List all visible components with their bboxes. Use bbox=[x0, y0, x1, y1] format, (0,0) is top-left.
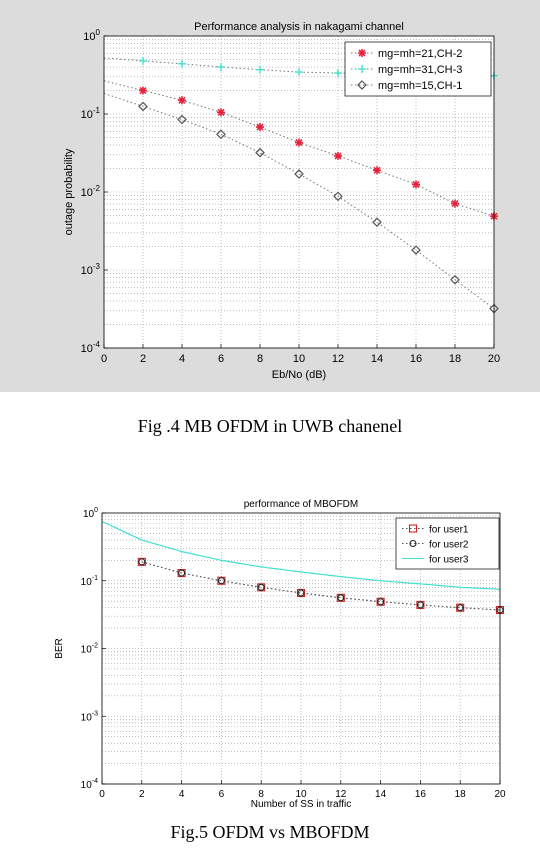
data-point-s2-6 bbox=[337, 594, 345, 602]
x-tick-label-8: 16 bbox=[415, 789, 427, 800]
x-tick-label-6: 12 bbox=[335, 789, 347, 800]
data-point-s3-4 bbox=[255, 147, 265, 158]
x-axis-label: Number of SS in traffic bbox=[251, 799, 351, 810]
data-point-s3-9 bbox=[450, 274, 460, 285]
data-point-s2-4 bbox=[257, 583, 265, 591]
data-point-s2-7 bbox=[377, 598, 385, 606]
y-tick-label-0: 100 bbox=[83, 28, 100, 43]
x-tick-label-7: 14 bbox=[375, 789, 387, 800]
legend-box bbox=[395, 517, 500, 570]
legend-label-3: mg=mh=15,CH-1 bbox=[378, 80, 462, 92]
legend-label-1: for user1 bbox=[429, 525, 469, 536]
legend: for user1 for user2 for user3 bbox=[395, 517, 500, 570]
data-point-s2-5 bbox=[297, 589, 305, 597]
data-point-s2-1 bbox=[139, 56, 147, 65]
data-point-s2-6 bbox=[334, 69, 342, 78]
x-tick-label-7: 14 bbox=[371, 353, 383, 365]
series-line-2 bbox=[103, 57, 495, 77]
x-tick-label-10: 20 bbox=[488, 353, 500, 365]
legend-marker-1 bbox=[358, 49, 366, 57]
series-markers-3 bbox=[138, 101, 499, 314]
x-tick-label-6: 12 bbox=[332, 353, 344, 365]
data-point-s1-5 bbox=[295, 138, 303, 147]
chart-nakagami: 0 2 4 6 8 10 12 14 16 18 20 100 10-1 10-2 10-3 10-4 Perf… bbox=[0, 0, 540, 392]
data-point-s1-9 bbox=[451, 199, 459, 208]
legend-marker-1 bbox=[408, 524, 418, 533]
x-tick-label-1: 2 bbox=[140, 353, 146, 365]
data-point-s3-6 bbox=[333, 191, 343, 202]
y-tick-label-1: 10-1 bbox=[81, 575, 98, 588]
x-tick-label-8: 16 bbox=[410, 353, 422, 365]
y-tick-label-3: 10-3 bbox=[81, 710, 98, 723]
legend-label-2: mg=mh=31,CH-3 bbox=[378, 64, 462, 76]
data-point-s1-7 bbox=[373, 166, 381, 175]
x-tick-label-0: 0 bbox=[99, 789, 105, 800]
data-point-s1-1 bbox=[139, 86, 147, 95]
legend: mg=mh=21,CH-2 mg=mh=31,CH-3 mg=mh=15,CH-1 bbox=[344, 41, 492, 97]
y-tick-label-2: 10-2 bbox=[81, 184, 101, 199]
y-tick-label-3: 10-3 bbox=[81, 262, 101, 277]
data-point-s3-7 bbox=[372, 217, 382, 228]
x-tick-label-2: 4 bbox=[179, 789, 185, 800]
data-point-s3-2 bbox=[177, 114, 187, 125]
data-point-s2-4 bbox=[256, 65, 264, 74]
y-tick-label-2: 10-2 bbox=[81, 643, 98, 656]
x-tick-label-5: 10 bbox=[293, 353, 305, 365]
x-tick-label-3: 6 bbox=[219, 789, 225, 800]
data-point-s2-8 bbox=[416, 601, 424, 609]
data-point-s2-2 bbox=[178, 569, 186, 577]
data-point-s2-3 bbox=[217, 63, 225, 72]
y-axis-label: outage probability bbox=[63, 148, 75, 235]
data-point-s2-9 bbox=[456, 604, 464, 612]
grid bbox=[103, 36, 495, 349]
x-tick-label-9: 18 bbox=[449, 353, 461, 365]
grid bbox=[101, 513, 501, 785]
chart-title: performance of MBOFDM bbox=[244, 499, 358, 510]
legend-label-1: mg=mh=21,CH-2 bbox=[378, 48, 462, 60]
legend-label-3: for user3 bbox=[429, 555, 469, 566]
x-tick-label-4: 8 bbox=[258, 789, 264, 800]
figure-caption-fig4: Fig .4 MB OFDM in UWB chanenel bbox=[137, 416, 403, 436]
data-point-s2-5 bbox=[295, 68, 303, 77]
x-tick-label-5: 10 bbox=[295, 789, 307, 800]
legend-marker-2 bbox=[409, 539, 417, 548]
x-tick-label-0: 0 bbox=[101, 353, 107, 365]
y-axis-label: BER bbox=[54, 638, 65, 659]
series-line-3 bbox=[103, 92, 495, 310]
legend-marker-2 bbox=[358, 65, 366, 73]
data-point-s3-3 bbox=[216, 129, 226, 140]
data-point-s2-2 bbox=[178, 59, 186, 68]
figure-caption-fig5: Fig.5 OFDM vs MBOFDM bbox=[170, 822, 370, 842]
data-point-s3-8 bbox=[411, 245, 421, 255]
legend-box bbox=[344, 41, 492, 97]
x-tick-label-2: 4 bbox=[179, 353, 185, 365]
x-tick-label-4: 8 bbox=[257, 353, 263, 365]
data-point-s3-1 bbox=[138, 101, 148, 112]
data-point-s1-6 bbox=[334, 151, 342, 160]
x-axis-label: Eb/No (dB) bbox=[272, 369, 326, 381]
series-line-3 bbox=[101, 520, 501, 590]
data-point-s1-2 bbox=[178, 96, 186, 105]
data-point-s1-4 bbox=[256, 123, 264, 132]
data-point-s1-8 bbox=[412, 180, 420, 189]
y-tick-label-1: 10-1 bbox=[81, 106, 101, 121]
data-point-s2-1 bbox=[138, 558, 146, 566]
x-tick-label-3: 6 bbox=[218, 353, 224, 365]
data-point-s2-3 bbox=[217, 577, 225, 585]
chart-mbofdm: 0 2 4 6 8 10 12 14 16 18 20 100 10-1 10-2 10-3 10-4 perf… bbox=[54, 499, 506, 810]
data-point-s1-3 bbox=[217, 108, 225, 117]
y-tick-label-0: 100 bbox=[83, 507, 98, 520]
x-tick-label-9: 18 bbox=[455, 789, 467, 800]
x-tick-label-1: 2 bbox=[139, 789, 145, 800]
data-point-s3-5 bbox=[294, 169, 304, 179]
chart-title: Performance analysis in nakagami channel bbox=[194, 21, 404, 33]
y-tick-label-4: 10-4 bbox=[81, 340, 101, 355]
legend-label-2: for user2 bbox=[429, 540, 469, 551]
y-tick-label-4: 10-4 bbox=[81, 778, 98, 791]
legend-marker-3 bbox=[357, 80, 367, 90]
x-tick-label-10: 20 bbox=[494, 789, 506, 800]
